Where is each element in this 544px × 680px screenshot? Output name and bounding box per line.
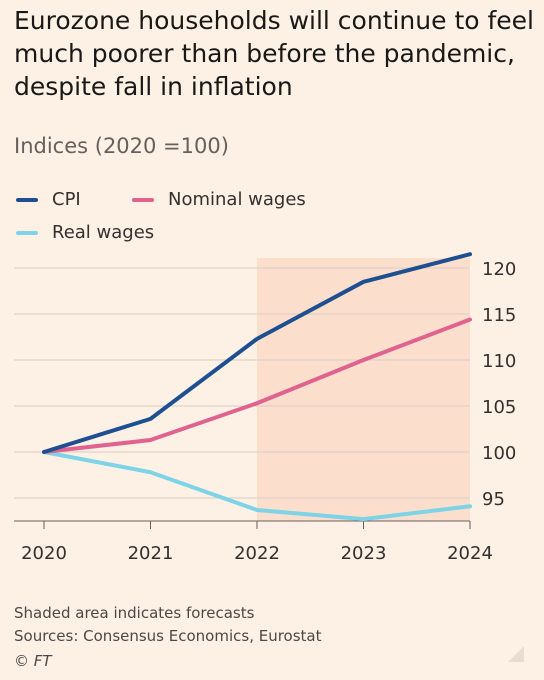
- legend-item-nominal-wages: Nominal wages: [132, 189, 306, 210]
- legend-label-cpi: CPI: [52, 189, 81, 210]
- x-tick-label-2022: 2022: [234, 543, 280, 564]
- legend-swatch-real-wages: [16, 230, 38, 235]
- legend-label-nominal-wages: Nominal wages: [168, 189, 306, 210]
- y-tick-label-120: 120: [482, 259, 516, 280]
- x-tick-label-2023: 2023: [341, 543, 387, 564]
- chart-title: Eurozone households will continue to fee…: [14, 6, 535, 101]
- x-tick-label-2020: 2020: [21, 543, 67, 564]
- y-tick-label-95: 95: [482, 489, 505, 510]
- chart-note: Shaded area indicates forecasts: [14, 604, 255, 622]
- chart-credit: © FT: [14, 652, 52, 670]
- x-tick-label-2021: 2021: [128, 543, 174, 564]
- line-chart: 95 100 105 110 115 120 2020 2021 2022 2023 2024: [14, 252, 516, 564]
- chart-subtitle: Indices (2020 =100): [14, 134, 229, 158]
- legend-swatch-cpi: [16, 197, 38, 202]
- series-line-nominal-wages: [42, 317, 472, 454]
- legend-item-cpi: CPI: [16, 189, 81, 210]
- series-line-cpi: [42, 252, 472, 454]
- legend-item-real-wages: Real wages: [16, 222, 154, 243]
- y-tick-label-100: 100: [482, 443, 516, 464]
- y-tick-label-110: 110: [482, 351, 516, 372]
- series-line-real-wages: [42, 450, 472, 522]
- y-tick-label-115: 115: [482, 305, 516, 326]
- x-tick-label-2024: 2024: [447, 543, 493, 564]
- legend-label-real-wages: Real wages: [52, 222, 155, 243]
- legend-swatch-nominal-wages: [132, 197, 154, 202]
- corner-triangle-icon: [508, 646, 524, 662]
- chart-source: Sources: Consensus Economics, Eurostat: [14, 627, 322, 645]
- y-tick-label-105: 105: [482, 397, 516, 418]
